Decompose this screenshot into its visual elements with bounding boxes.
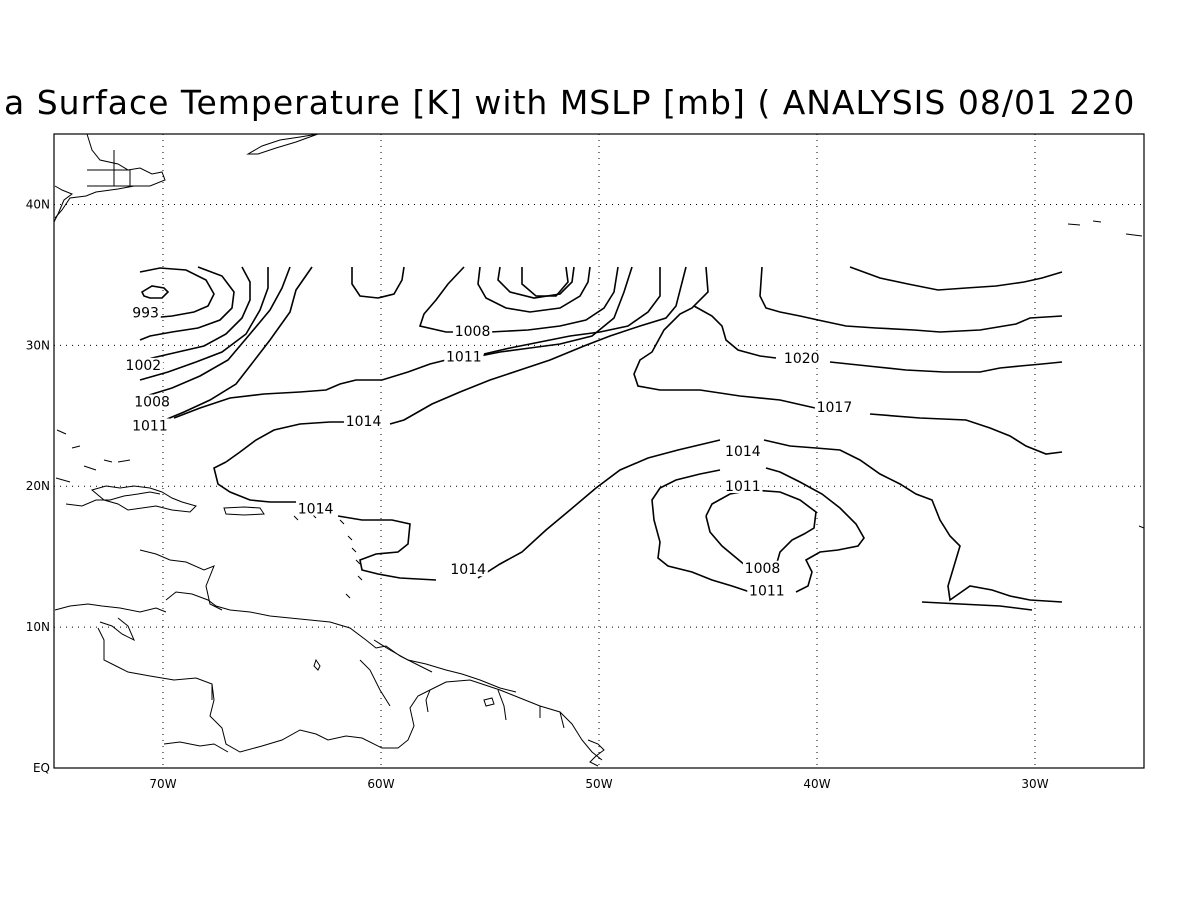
isobar-993 (140, 285, 170, 299)
map-frame (53, 133, 1145, 769)
coastline-jamaica (139, 549, 223, 611)
contour-label: 1011 (749, 583, 785, 599)
contour-label: 1002 (126, 358, 162, 374)
x-tick-label: 30W (1021, 777, 1048, 791)
contour-label: 1008 (455, 324, 491, 340)
contour-label: 1020 (784, 351, 820, 367)
isobar-central-2 (497, 266, 575, 299)
azores-islands (1067, 220, 1145, 529)
contour-label: 1008 (134, 395, 170, 411)
coastline-reservoir (483, 697, 495, 707)
gridlines (54, 134, 1144, 768)
y-tick-label: 20N (26, 479, 50, 493)
contour-label: 1014 (346, 414, 382, 430)
isobar-1014-west (225, 266, 687, 463)
y-tick-label: 40N (26, 197, 50, 211)
contour-label-bg (123, 357, 163, 372)
isobar-1011-west (141, 266, 313, 429)
isobar-1011-central (173, 267, 661, 419)
contour-label-bg (782, 350, 822, 365)
isobar-central-3 (521, 266, 569, 297)
coastline-west-amazon (163, 741, 229, 753)
contour-label-bg (742, 560, 783, 575)
isobars (139, 266, 1063, 611)
coastline-puerto-rico (223, 506, 265, 516)
isobar-1005 (139, 267, 269, 381)
contour-label-bg (723, 443, 763, 458)
coastline-central-america (54, 603, 167, 613)
isobar-999 (139, 266, 235, 341)
isobar-central-1 (477, 266, 591, 313)
contour-label-bg (343, 414, 384, 429)
coastline-cuba (65, 491, 161, 507)
coastline-hispaniola (90, 485, 197, 513)
contour-label-bg (130, 305, 161, 320)
contour-label: 993 (132, 306, 159, 322)
contour-label: 1014 (298, 502, 334, 518)
contour-label: 1014 (450, 562, 486, 578)
axis-ticks: 70W 60W 50W 40W 30W EQ 10N 20N 30N 40N (26, 197, 1049, 791)
contour-label-bg (452, 324, 493, 339)
x-tick-label: 40W (803, 777, 830, 791)
coastline-venezuela-north (165, 591, 433, 673)
isobar-coast-east (921, 601, 1033, 611)
coastline-east-us (53, 185, 74, 223)
contour-label: 1011 (132, 418, 168, 434)
isobar-1020b (693, 305, 1063, 373)
contour-label-bg (296, 501, 336, 516)
coastline-south-america (97, 627, 603, 761)
isobar-central-4 (479, 266, 633, 357)
contour-label: 1011 (725, 479, 761, 495)
contour-label-bg (444, 349, 484, 364)
isobar-996 (139, 267, 215, 319)
country-borders (211, 659, 565, 729)
contour-label-bg (132, 394, 172, 409)
lake-maracaibo (313, 658, 321, 671)
contour-label: 1011 (446, 349, 482, 365)
coastline-panama (99, 617, 135, 642)
x-tick-label: 70W (149, 777, 176, 791)
coastline-nova-scotia (246, 133, 319, 155)
contour-label: 1008 (745, 561, 781, 577)
contour-label: 1014 (725, 444, 761, 460)
contour-labels: 993 1002 1008 1011 1008 1011 1014 1014 1014 1020 1… (123, 305, 855, 599)
y-tick-label: EQ (33, 761, 50, 775)
isobar-1020 (759, 266, 1063, 333)
isobar-1008-east (705, 489, 817, 567)
coastline-orinoco (373, 639, 517, 693)
y-tick-label: 30N (26, 338, 50, 352)
coastline-lesser-antilles (293, 513, 363, 599)
contour-label-bg (747, 583, 787, 598)
isobar-1023 (849, 266, 1063, 291)
isobar-1017 (633, 266, 1063, 455)
map-title: a Surface Temperature [K] with MSLP [mb]… (4, 83, 1135, 122)
isobar-mid-low (351, 266, 405, 299)
isobar-1011-east (651, 467, 865, 593)
contour-label-bg (130, 418, 170, 433)
x-tick-label: 60W (367, 777, 394, 791)
isobar-1008-west (145, 266, 291, 397)
contour-label-bg (448, 562, 488, 577)
y-tick-label: 10N (26, 620, 50, 634)
coastline-bahamas (55, 429, 131, 483)
isobar-1002 (139, 266, 251, 363)
coastline-brazil-delta (587, 739, 605, 767)
contour-label-bg (723, 479, 763, 494)
contour-label-bg (814, 400, 855, 415)
coastlines (53, 133, 1145, 767)
contour-label: 1017 (817, 400, 853, 416)
coastline-northeast-us (54, 133, 166, 219)
x-tick-label: 50W (585, 777, 612, 791)
state-borders (87, 150, 134, 187)
isobar-1008-east-b (705, 515, 747, 567)
isobar-1014-east (763, 439, 1063, 603)
isobar-1014-caribbean (213, 439, 721, 581)
